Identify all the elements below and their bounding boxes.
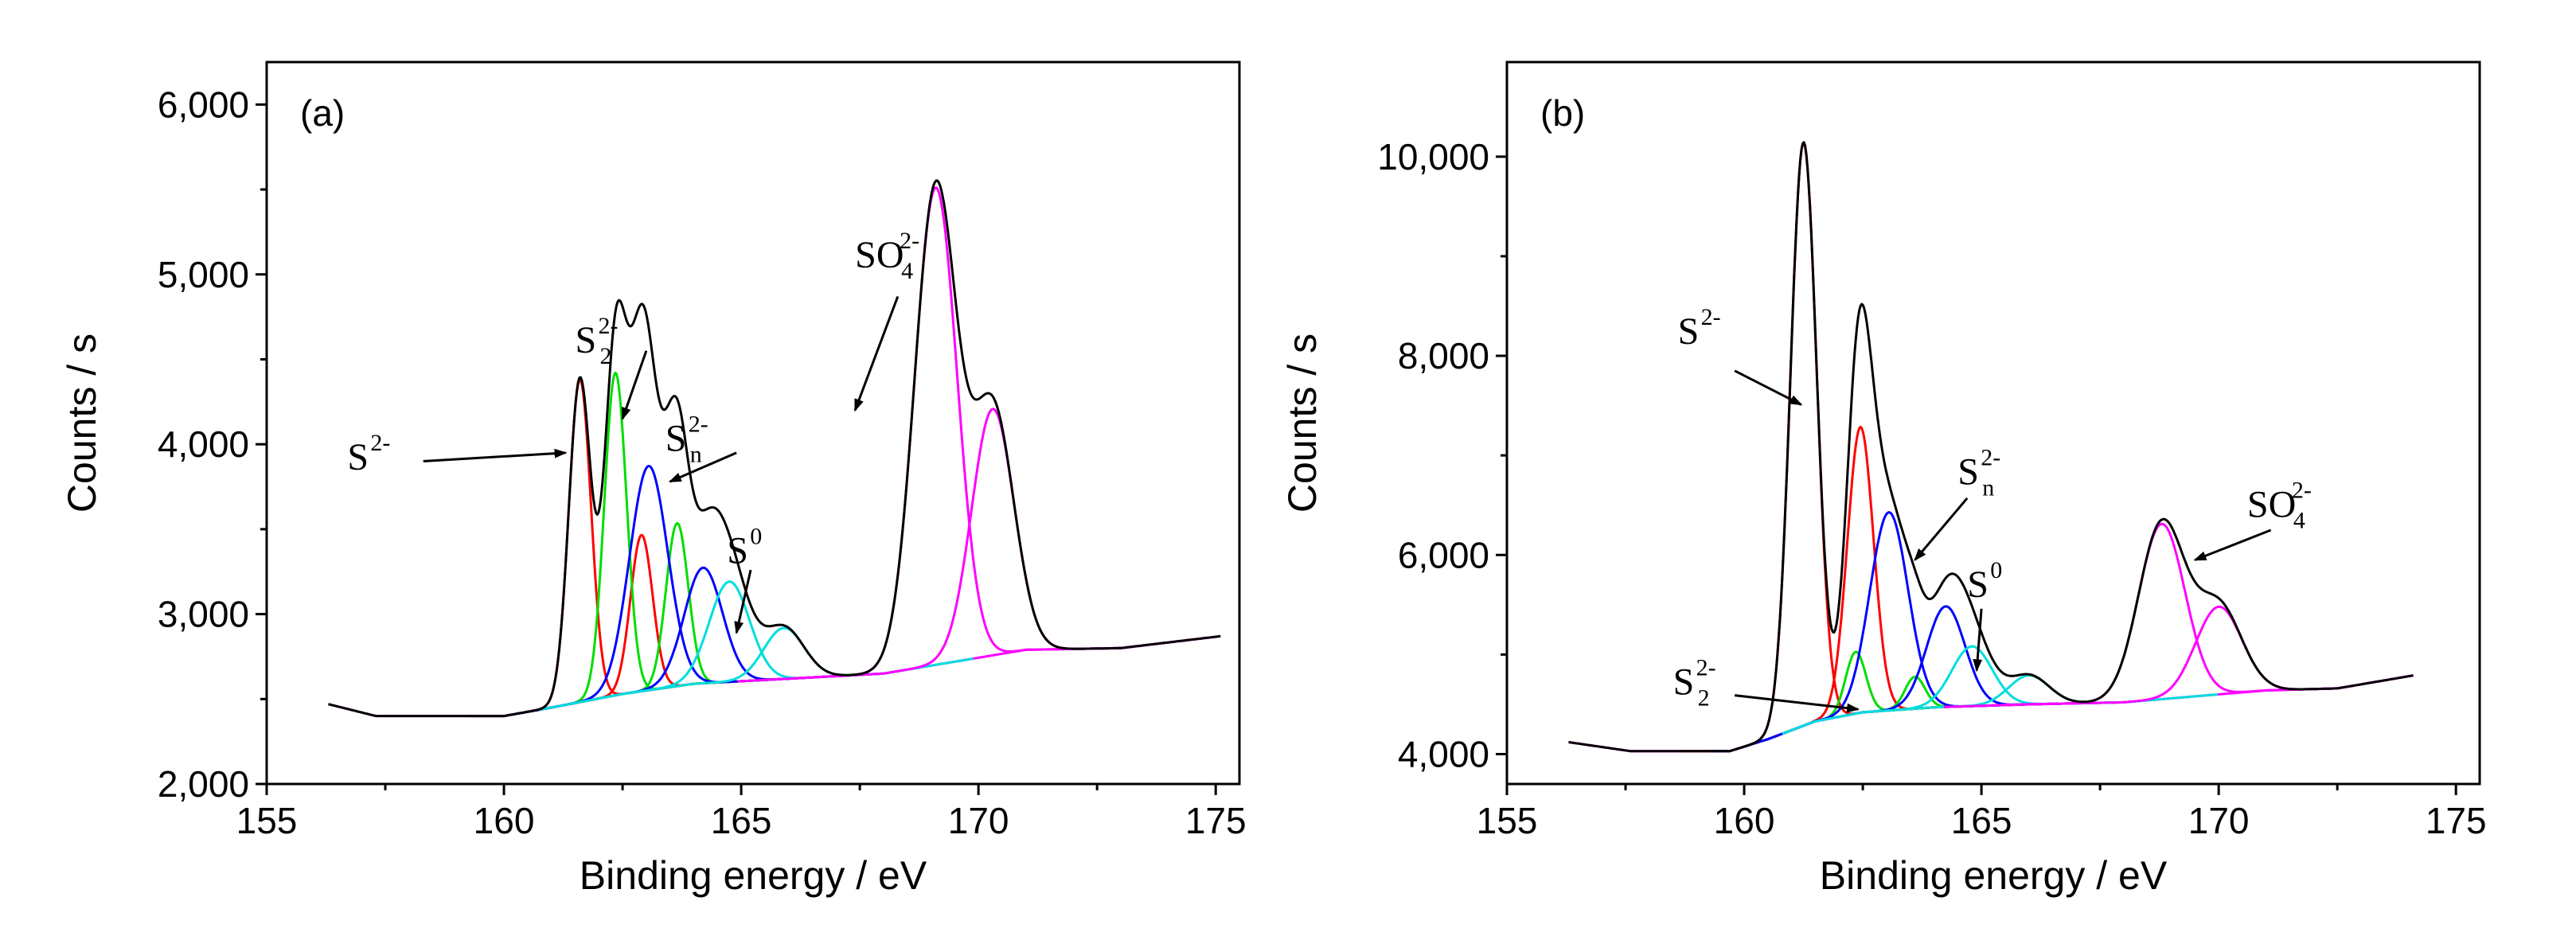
x-tick-label: 165	[1951, 800, 2012, 841]
annotation-superscript: 2-	[2292, 478, 2312, 504]
annotation-superscript: 2-	[1701, 304, 1721, 330]
x-tick-label: 175	[2426, 800, 2487, 841]
component-peak-sn-2-1-	[1709, 511, 2068, 753]
x-tick-label: 155	[1477, 800, 1538, 841]
curve-group	[1568, 141, 2414, 753]
annotation-subscript: 2	[599, 343, 611, 369]
annotation-label: S	[727, 530, 748, 572]
y-axis-label: Counts / s	[1280, 333, 1325, 513]
curve-group	[328, 179, 1221, 718]
background-baseline	[1568, 674, 2414, 753]
annotation-superscript: 2-	[370, 430, 390, 456]
chart-panel-b: 155 160 165 170 175 4,000 6,000 8,000 10,000 Bind…	[1280, 60, 2487, 898]
x-axis-label: Binding energy / eV	[580, 853, 927, 898]
x-tick-label: 155	[236, 800, 298, 841]
x-tick-label: 165	[711, 800, 772, 841]
annotation-superscript: 2-	[689, 411, 708, 438]
x-tick-label: 175	[1185, 800, 1247, 841]
envelope-curve	[328, 179, 1221, 718]
component-peak-s0-1-	[1782, 645, 2161, 735]
y-tick-label: 2,000	[158, 763, 249, 805]
annotation-arrow	[1973, 608, 1983, 673]
x-tick-label: 160	[474, 800, 535, 841]
annotation-label: S	[665, 418, 687, 460]
component-peak-s2-1-	[476, 378, 685, 718]
x-tick-label: 170	[948, 800, 1009, 841]
annotation-label: S	[1957, 450, 1979, 493]
annotation-subscript: 4	[901, 258, 913, 284]
component-peak-so4-2-2-	[2000, 605, 2414, 707]
annotation-arrow	[853, 295, 900, 412]
annotation-superscript: 0	[750, 524, 762, 550]
annotation-superscript: 2-	[900, 228, 919, 254]
annotation-superscript: 2-	[1981, 444, 2000, 470]
annotation-label: S	[575, 319, 596, 361]
annotation-arrow	[734, 569, 752, 635]
y-tick-label: 4,000	[158, 423, 249, 465]
annotation-subscript: 2	[1698, 684, 1710, 711]
annotation-subscript: n	[1982, 474, 1994, 501]
chart-panel-a: 155 160 165 170 175 2,000 3,000 4,000 5,000 6,000…	[60, 60, 1247, 898]
panel-label: (b)	[1540, 92, 1585, 134]
y-tick-label: 8,000	[1398, 335, 1489, 376]
y-tick-label: 6,000	[158, 84, 249, 125]
panel-label: (a)	[300, 92, 345, 134]
annotation-label: S	[347, 436, 369, 478]
component-peak-so4-2-2-	[793, 408, 1192, 680]
plot-frame	[1505, 60, 2481, 786]
plot-frame	[265, 60, 1241, 786]
y-tick-label: 6,000	[1398, 534, 1489, 575]
component-peak-so4-2-1-	[1943, 522, 2380, 708]
annotation-label: SO	[2247, 484, 2296, 526]
component-peak-s2-1-	[1680, 141, 1926, 753]
y-tick-label: 3,000	[158, 594, 249, 635]
x-tick-label: 170	[2188, 800, 2250, 841]
envelope-curve	[1568, 141, 2414, 753]
annotation-arrow	[621, 350, 648, 421]
y-tick-label: 10,000	[1377, 136, 1489, 177]
annotation-label: S	[1673, 661, 1695, 703]
annotation-arrow	[2193, 528, 2272, 561]
y-tick-label: 4,000	[1398, 733, 1489, 774]
annotation-arrow	[1734, 694, 1860, 713]
x-axis-label: Binding energy / eV	[1820, 853, 2168, 898]
x-tick-label: 160	[1714, 800, 1775, 841]
annotation-superscript: 0	[1990, 557, 2002, 583]
y-tick-label: 5,000	[158, 254, 249, 295]
annotation-arrow	[1734, 369, 1803, 406]
annotation-arrow	[1914, 497, 1969, 562]
annotation-superscript: 2-	[1696, 654, 1716, 681]
annotation-subscript: 4	[2293, 508, 2305, 534]
annotation-arrow	[423, 448, 568, 463]
annotation-label: S	[1967, 564, 1989, 606]
y-axis-label: Counts / s	[60, 333, 104, 513]
annotation-arrow	[668, 451, 737, 483]
annotation-subscript: n	[690, 442, 702, 468]
component-peak-so4-2-1-	[737, 186, 1134, 683]
annotation-label: SO	[855, 234, 904, 276]
annotation-superscript: 2-	[598, 313, 618, 339]
annotation-label: S	[1678, 310, 1700, 353]
